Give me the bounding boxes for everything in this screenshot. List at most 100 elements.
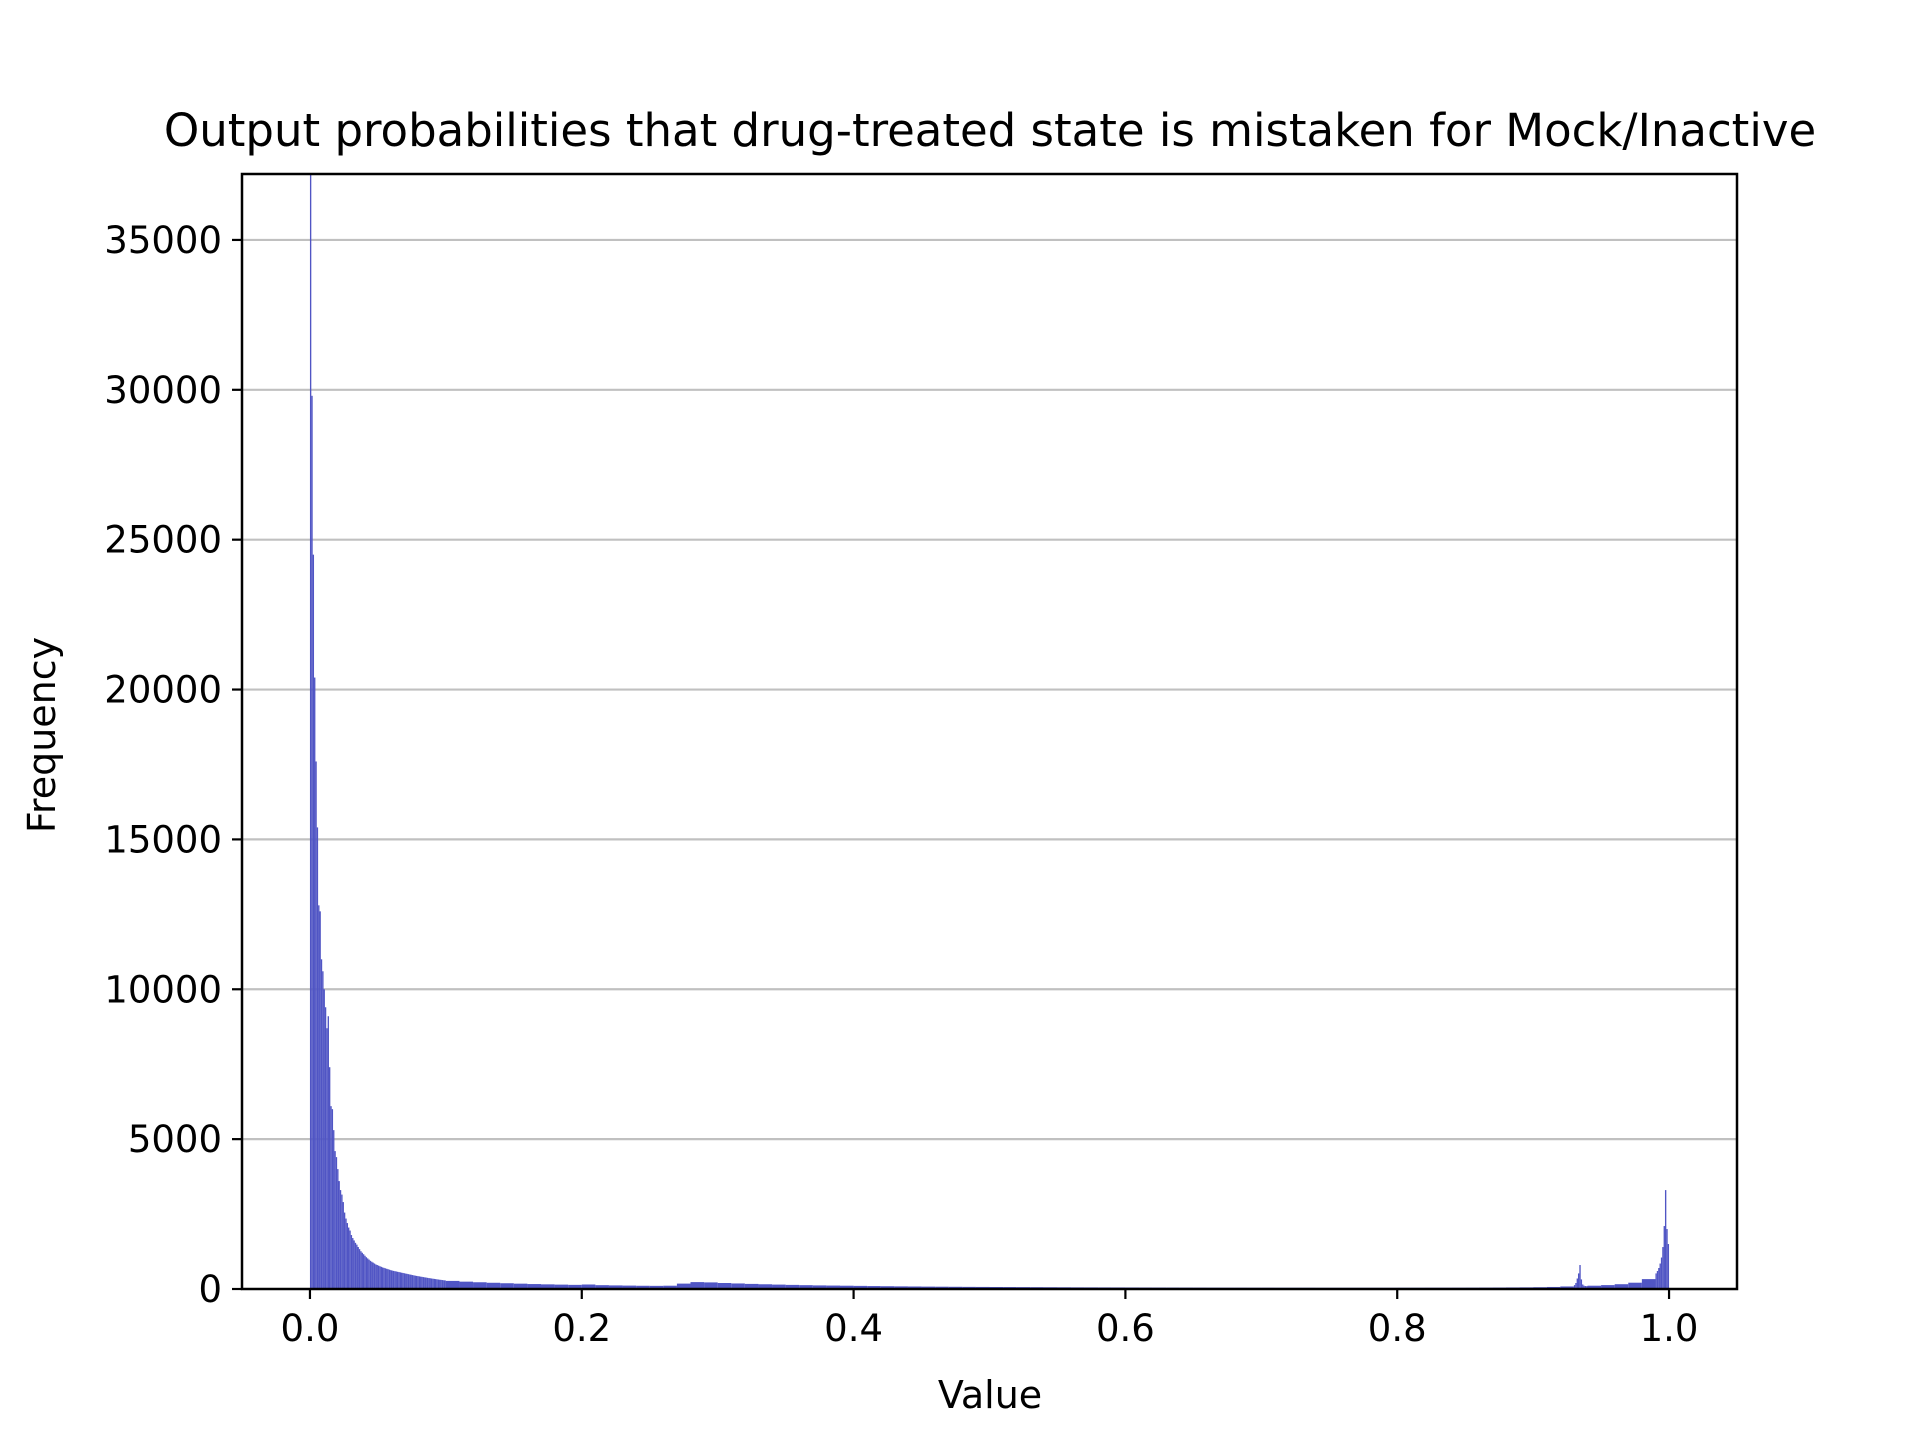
histogram-bar [381, 1267, 384, 1289]
histogram-bar [1586, 1286, 1588, 1289]
histogram-bar [422, 1277, 425, 1289]
y-tick-label: 25000 [104, 519, 222, 562]
histogram-bar [358, 1249, 361, 1289]
histogram-bar [413, 1275, 415, 1289]
histogram-bar [513, 1283, 528, 1289]
histogram-bar [415, 1275, 418, 1289]
x-axis-label: Value [938, 1373, 1042, 1417]
histogram-bar [445, 1280, 460, 1289]
histogram-bar [1659, 1263, 1661, 1289]
histogram-bar [352, 1238, 354, 1289]
histogram-bar [375, 1264, 377, 1289]
histogram-bar [367, 1258, 369, 1289]
x-axis-ticks: 0.0 0.2 0.4 0.6 0.8 1.0 [281, 1289, 1698, 1350]
x-tick-label: 0.6 [1096, 1307, 1155, 1350]
histogram-bar [353, 1240, 355, 1289]
histogram-bar [322, 971, 324, 1289]
histogram-bar [433, 1278, 435, 1289]
histogram-bar [429, 1278, 431, 1289]
histogram-bar [388, 1269, 391, 1289]
histogram-bar [785, 1284, 800, 1289]
histogram-bar [315, 761, 317, 1289]
y-tick-label: 30000 [104, 369, 222, 412]
histogram-bar [812, 1285, 827, 1289]
histogram-bar [1601, 1285, 1615, 1289]
y-tick-label: 0 [198, 1268, 222, 1311]
histogram-bar [1614, 1284, 1629, 1289]
histogram-bar [411, 1275, 414, 1289]
histogram-bar [361, 1252, 363, 1289]
histogram-bar [1584, 1286, 1587, 1289]
histogram-bar [772, 1284, 786, 1289]
histogram-bar [527, 1284, 541, 1289]
y-axis-ticks: 0 5000 10000 15000 20000 25000 30000 35000 [104, 219, 242, 1311]
histogram-bar [441, 1280, 444, 1289]
histogram-bar [380, 1266, 382, 1289]
histogram-bar [369, 1260, 372, 1289]
histogram-bar [444, 1280, 446, 1289]
histogram-bar [364, 1255, 366, 1289]
histogram-bar [426, 1277, 429, 1289]
histogram-bar [417, 1276, 419, 1289]
x-tick-label: 0.0 [281, 1307, 340, 1350]
histogram-bar [717, 1283, 732, 1289]
histogram-bar [608, 1285, 623, 1289]
x-tick-label: 0.2 [552, 1307, 611, 1350]
histogram-bar [1582, 1284, 1584, 1289]
histogram-bar [398, 1272, 400, 1289]
histogram-bar [1577, 1273, 1580, 1289]
histogram-bar [360, 1251, 362, 1289]
histogram-bar [459, 1281, 474, 1289]
histogram-bar [1575, 1283, 1577, 1289]
histogram-bar [391, 1270, 393, 1289]
histogram-bar [1587, 1285, 1602, 1289]
histogram-bar [379, 1266, 381, 1289]
histogram-bar [409, 1274, 411, 1289]
histogram-bar [327, 1016, 329, 1289]
histogram-bar [339, 1190, 342, 1289]
histogram-bar [323, 989, 325, 1289]
histogram-bar [840, 1285, 854, 1289]
histogram-bar [1628, 1282, 1642, 1289]
histogram-bar [342, 1202, 344, 1289]
histogram-bar [394, 1271, 396, 1289]
histogram-bar [405, 1273, 407, 1289]
histogram-bar [392, 1270, 395, 1289]
histogram-bar [346, 1223, 349, 1289]
histogram-bar [338, 1181, 340, 1289]
histogram-bar [396, 1271, 399, 1289]
histogram-bar [867, 1286, 881, 1289]
histogram-bar [320, 959, 323, 1289]
histogram-bar [443, 1280, 445, 1289]
histogram-bar [421, 1276, 423, 1289]
histogram-bar [1662, 1247, 1664, 1289]
y-tick-label: 20000 [104, 669, 222, 712]
y-tick-label: 35000 [104, 219, 222, 262]
histogram-bar [1580, 1279, 1583, 1289]
histogram-bar [348, 1227, 350, 1289]
histogram-bar [312, 554, 315, 1289]
x-tick-label: 0.4 [824, 1307, 883, 1350]
y-axis-label: Frequency [20, 637, 64, 833]
histogram-bar [430, 1278, 433, 1289]
histogram-bar [418, 1276, 421, 1289]
histogram-bar [324, 1007, 327, 1289]
histogram-bar [333, 1130, 335, 1289]
histogram-bar [331, 1109, 334, 1289]
histogram-bar [439, 1279, 441, 1289]
histogram-bar [386, 1268, 388, 1289]
histogram-bar [425, 1277, 427, 1289]
histogram-bar [414, 1275, 416, 1289]
histogram-bar [473, 1282, 487, 1289]
histogram-bar [663, 1285, 677, 1289]
histogram-bar [319, 911, 321, 1289]
histogram-bar [390, 1270, 392, 1289]
histogram-bar [595, 1285, 609, 1289]
histogram-bar [356, 1244, 358, 1289]
histogram-bar [649, 1285, 664, 1289]
histogram-bar [799, 1285, 813, 1289]
y-gridlines [242, 238, 1737, 1141]
histogram-bars [309, 174, 1670, 1289]
histogram-bar [345, 1218, 347, 1289]
